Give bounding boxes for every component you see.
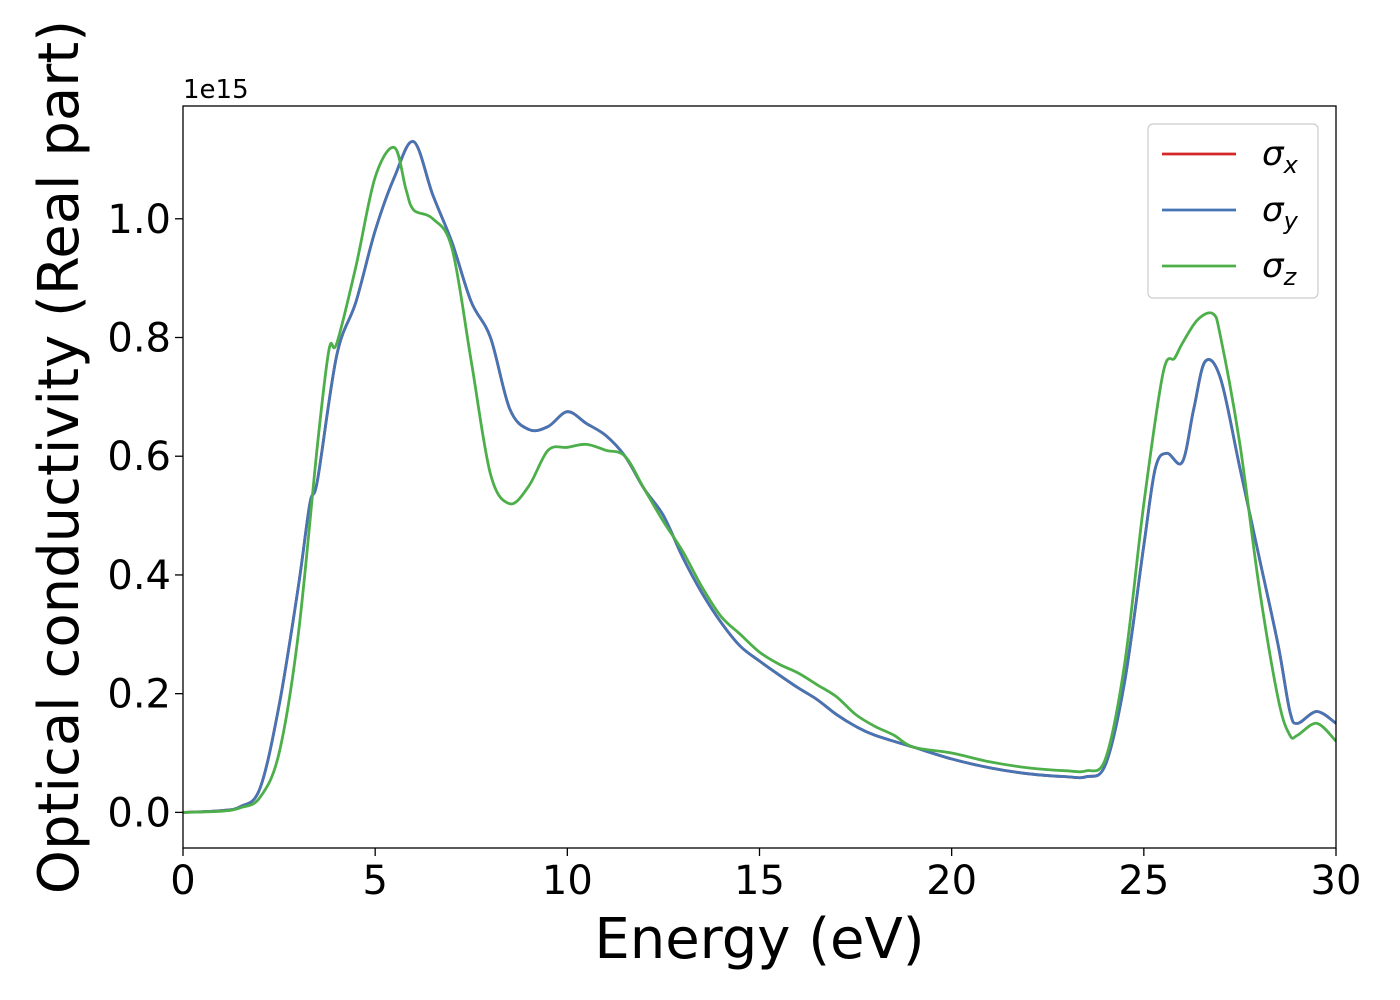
y-tick-label: 1.0 (107, 197, 171, 243)
y-tick-label: 0.0 (107, 790, 171, 836)
y-axis-label: Optical conductivity (Real part) (27, 20, 92, 894)
y-offset-label: 1e15 (183, 75, 249, 105)
y-axis: 0.0 0.2 0.4 0.6 0.8 1.0 (107, 197, 183, 836)
series-line-z (183, 146, 1336, 814)
x-axis: 0 5 10 15 20 25 30 (170, 848, 1361, 904)
x-tick-label: 30 (1311, 858, 1362, 904)
y-tick-label: 0.4 (107, 553, 171, 599)
x-tick-label: 5 (362, 858, 387, 904)
x-axis-label: Energy (eV) (594, 907, 924, 972)
x-tick-label: 20 (926, 858, 977, 904)
y-tick-label: 0.6 (107, 434, 171, 480)
legend-entry-z: σz (1262, 246, 1298, 291)
x-tick-label: 25 (1118, 858, 1169, 904)
y-tick-label: 0.8 (107, 316, 171, 362)
legend-entry-x: σx (1262, 134, 1299, 179)
series-line-y (183, 140, 1336, 814)
x-tick-label: 15 (734, 858, 785, 904)
x-tick-label: 10 (542, 858, 593, 904)
legend-entry-y: σy (1262, 190, 1299, 235)
x-tick-label: 0 (170, 858, 195, 904)
series-layer (183, 140, 1336, 814)
legend: σx σy σz (1147, 123, 1319, 299)
y-tick-label: 0.2 (107, 672, 171, 718)
